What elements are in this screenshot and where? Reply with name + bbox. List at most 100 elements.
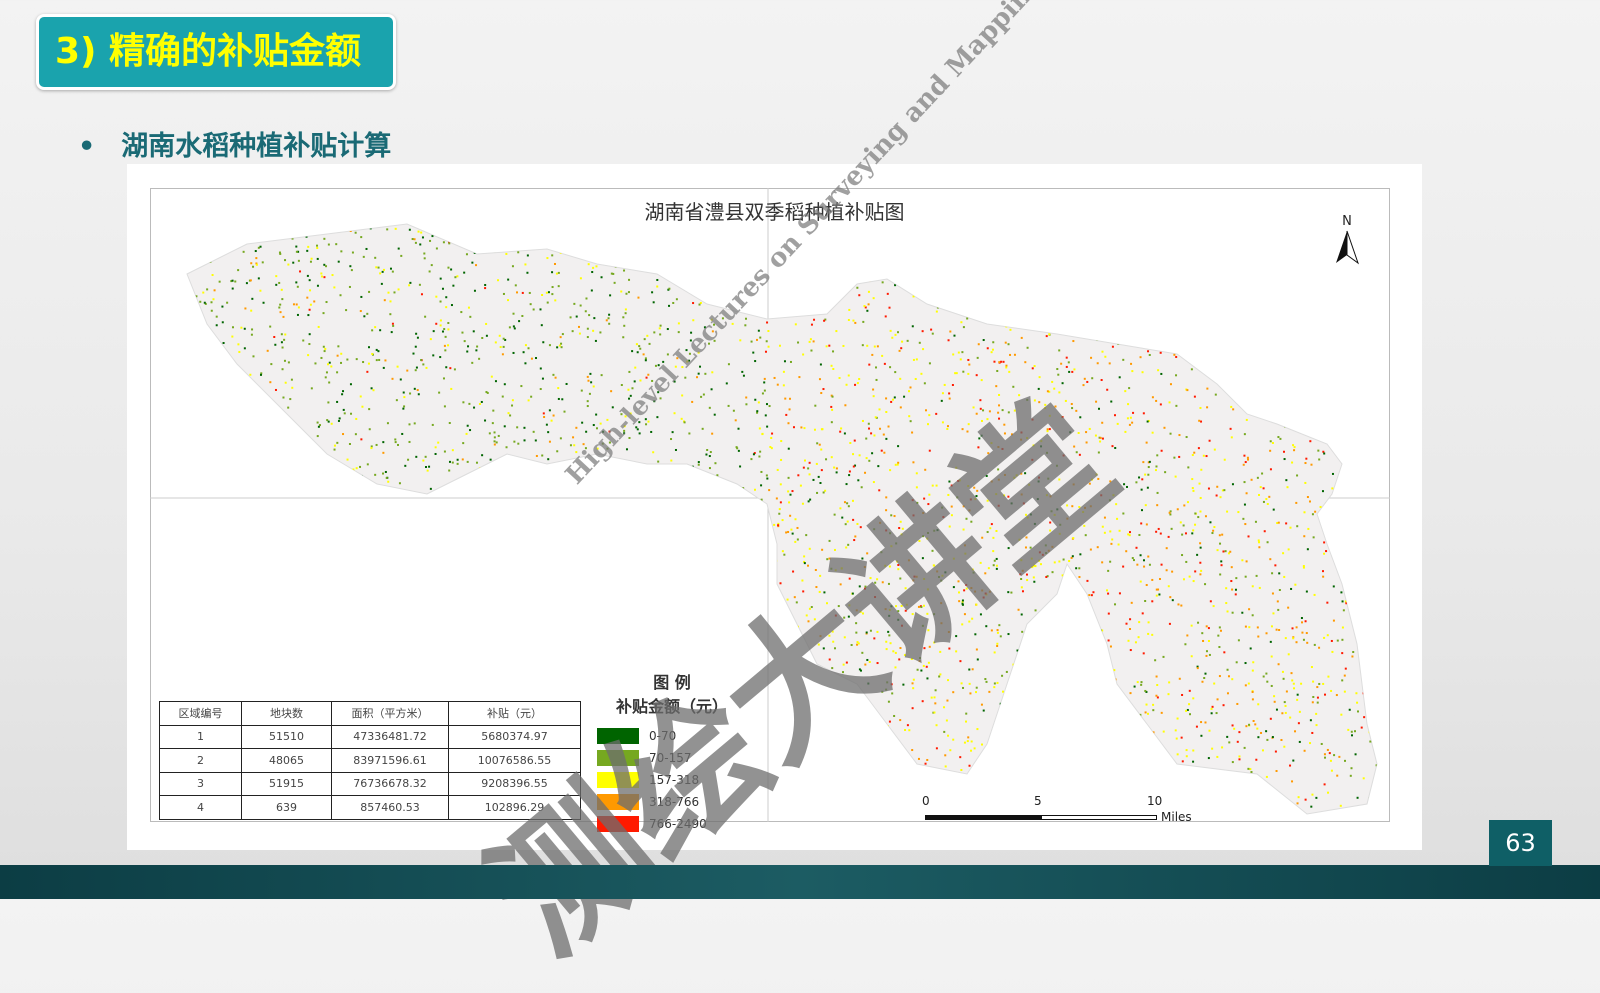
parcel-mark [432,354,434,356]
parcel-mark [619,593,621,595]
parcel-mark [595,640,597,642]
parcel-mark [577,235,579,237]
parcel-mark [324,348,326,350]
parcel-mark [771,757,773,759]
parcel-mark [339,621,341,623]
parcel-mark [1339,358,1341,360]
parcel-mark [879,718,881,720]
parcel-mark [991,523,993,525]
parcel-mark [239,428,241,430]
parcel-mark [279,565,281,567]
parcel-mark [682,482,684,484]
parcel-mark [420,232,422,234]
parcel-mark [1211,748,1213,750]
parcel-mark [788,477,790,479]
parcel-mark [202,292,204,294]
parcel-mark [788,501,790,503]
parcel-mark [448,242,450,244]
parcel-mark [352,527,354,529]
parcel-mark [472,508,474,510]
parcel-mark [230,585,232,587]
parcel-mark [503,338,505,340]
parcel-mark [185,249,187,251]
parcel-mark [842,671,844,673]
parcel-mark [794,643,796,645]
parcel-mark [649,343,651,345]
parcel-mark [496,600,498,602]
parcel-mark [1294,584,1296,586]
parcel-mark [793,426,795,428]
parcel-mark [301,536,303,538]
parcel-mark [902,528,904,530]
parcel-mark [1273,509,1275,511]
parcel-mark [354,596,356,598]
parcel-mark [1265,730,1267,732]
parcel-mark [443,241,445,243]
parcel-mark [769,663,771,665]
parcel-mark [589,373,591,375]
parcel-mark [751,341,753,343]
parcel-mark [868,303,870,305]
parcel-mark [585,735,587,737]
parcel-mark [530,594,532,596]
parcel-mark [233,607,235,609]
parcel-mark [567,617,569,619]
parcel-mark [1371,527,1373,529]
parcel-mark [1342,505,1344,507]
parcel-mark [899,767,901,769]
parcel-mark [1261,403,1263,405]
parcel-mark [1298,821,1300,823]
parcel-mark [859,783,861,785]
parcel-mark [885,315,887,317]
parcel-mark [267,555,269,557]
parcel-mark [224,600,226,602]
parcel-mark [326,464,328,466]
parcel-mark [615,619,617,621]
parcel-mark [1268,496,1270,498]
parcel-mark [1185,532,1187,534]
parcel-mark [350,413,352,415]
parcel-mark [606,626,608,628]
parcel-mark [431,235,433,237]
parcel-mark [868,364,870,366]
parcel-mark [936,570,938,572]
parcel-mark [356,607,358,609]
parcel-mark [540,367,542,369]
parcel-mark [1299,711,1301,713]
parcel-mark [436,536,438,538]
parcel-mark [1306,632,1308,634]
parcel-mark [440,654,442,656]
parcel-mark [1094,693,1096,695]
parcel-mark [807,679,809,681]
parcel-mark [693,613,695,615]
parcel-mark [778,633,780,635]
parcel-mark [458,537,460,539]
parcel-mark [888,634,890,636]
parcel-mark [721,509,723,511]
parcel-mark [924,256,926,258]
parcel-mark [375,621,377,623]
parcel-mark [253,586,255,588]
parcel-mark [823,491,825,493]
parcel-mark [534,583,536,585]
parcel-mark [347,659,349,661]
parcel-mark [335,486,337,488]
parcel-mark [1278,663,1280,665]
parcel-mark [1336,330,1338,332]
parcel-mark [523,427,525,429]
parcel-mark [605,541,607,543]
parcel-mark [1037,498,1039,500]
parcel-mark [995,530,997,532]
parcel-mark [809,608,811,610]
parcel-mark [503,346,505,348]
parcel-mark [512,593,514,595]
parcel-mark [1204,360,1206,362]
parcel-mark [547,431,549,433]
parcel-mark [1097,478,1099,480]
parcel-mark [928,414,930,416]
parcel-mark [254,577,256,579]
parcel-mark [995,493,997,495]
parcel-mark [1254,329,1256,331]
parcel-mark [303,546,305,548]
parcel-mark [369,683,371,685]
